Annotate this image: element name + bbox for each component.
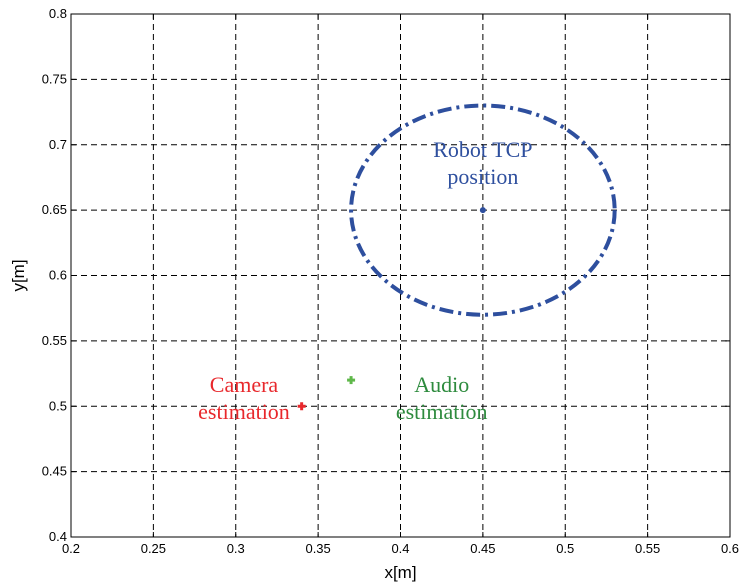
x-tick-label: 0.6 — [721, 541, 739, 556]
audio-annotation-line: estimation — [396, 399, 488, 424]
robot-tcp-annotation-line: Robot TCP — [433, 137, 532, 162]
y-axis-label: y[m] — [9, 259, 28, 291]
ticks: 0.2 0.25 0.3 0.35 0.4 0.45 0.5 0.55 0.6 0.4 0.45 0.… — [42, 6, 739, 556]
x-axis-label: x[m] — [384, 563, 416, 582]
audio-annotation-line: Audio — [414, 372, 469, 397]
y-tick-label: 0.6 — [49, 268, 67, 283]
y-tick-label: 0.65 — [42, 202, 67, 217]
robot-tcp-annotation-line: position — [447, 164, 518, 189]
x-tick-label: 0.55 — [635, 541, 660, 556]
y-tick-label: 0.4 — [49, 529, 67, 544]
y-tick-label: 0.75 — [42, 71, 67, 86]
robot-tcp-point — [479, 207, 486, 214]
uncertainty-ellipse — [349, 103, 617, 317]
y-tick-label: 0.8 — [49, 6, 67, 21]
camera-annotation-line: Camera — [210, 372, 279, 397]
y-tick-label: 0.5 — [49, 398, 67, 413]
y-tick-label: 0.7 — [49, 137, 67, 152]
x-tick-label: 0.4 — [391, 541, 409, 556]
x-tick-label: 0.45 — [470, 541, 495, 556]
data-marks — [297, 103, 617, 411]
x-tick-label: 0.35 — [305, 541, 330, 556]
camera-annotation-line: estimation — [198, 399, 290, 424]
y-tick-label: 0.55 — [42, 333, 67, 348]
x-tick-label: 0.25 — [141, 541, 166, 556]
y-tick-label: 0.45 — [42, 464, 67, 479]
x-tick-label: 0.2 — [62, 541, 80, 556]
grid — [71, 14, 730, 537]
x-tick-label: 0.5 — [556, 541, 574, 556]
annotations: Robot TCPpositionCameraestimationAudioes… — [198, 137, 532, 424]
camera-point — [297, 402, 306, 411]
audio-point — [347, 376, 356, 385]
x-tick-label: 0.3 — [227, 541, 245, 556]
